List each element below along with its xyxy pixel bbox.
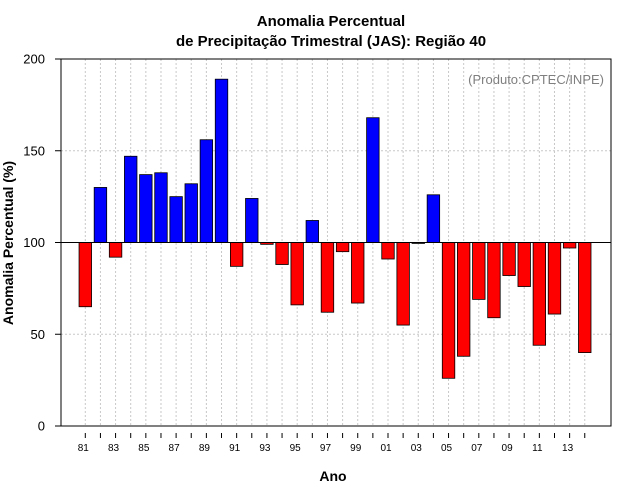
bar-2001 (381, 242, 395, 260)
x-tick-label: 97 (320, 443, 332, 454)
x-tick-label: 91 (229, 443, 241, 454)
bar-1981 (78, 242, 92, 308)
x-tick-label: 07 (471, 443, 483, 454)
x-tick-label: 81 (78, 443, 90, 454)
bar-series (78, 78, 592, 379)
bar-1999 (351, 242, 365, 304)
x-tick-label: 85 (138, 443, 150, 454)
bar-1985 (139, 174, 153, 243)
bar-1995 (290, 242, 304, 306)
y-tick-label: 0 (38, 419, 45, 434)
x-tick-label: 93 (259, 443, 271, 454)
bar-1994 (275, 242, 289, 265)
x-tick-label: 09 (502, 443, 514, 454)
bar-1996 (305, 220, 319, 243)
bar-1987 (169, 196, 183, 243)
bar-1983 (108, 242, 123, 258)
bar-1998 (335, 242, 350, 253)
bar-2002 (396, 242, 410, 326)
x-tick-label: 83 (108, 443, 120, 454)
bar-2004 (426, 194, 441, 243)
x-tick-label: 87 (169, 443, 181, 454)
bar-1997 (320, 242, 335, 313)
y-tick-label: 100 (23, 235, 45, 250)
chart-title: Anomalia Percentual (257, 13, 405, 30)
bar-2006 (457, 242, 471, 357)
chart-subtitle: de Precipitação Trimestral (JAS): Região… (176, 33, 486, 50)
x-axis-label: Ano (319, 468, 346, 484)
x-tick-label: 99 (350, 443, 362, 454)
x-tick-label: 01 (380, 443, 392, 454)
x-tick-label: 95 (290, 443, 302, 454)
bar-2009 (502, 242, 516, 276)
bar-2005 (441, 242, 456, 379)
bar-2007 (472, 242, 486, 300)
bar-1988 (184, 183, 198, 243)
bar-1982 (93, 187, 108, 243)
y-tick-label: 200 (23, 52, 45, 67)
bar-1989 (199, 139, 214, 243)
bar-1991 (229, 242, 244, 267)
bar-2008 (487, 242, 501, 319)
bar-2000 (366, 117, 380, 243)
x-axis: 81 83 85 87 89 91 93 95 97 99 01 03 05 07 09 11 13 (78, 433, 586, 454)
x-tick-label: 11 (532, 443, 543, 454)
bar-2011 (532, 242, 546, 346)
y-tick-label: 50 (31, 327, 45, 342)
x-tick-label: 05 (441, 443, 453, 454)
x-tick-label: 13 (562, 443, 574, 454)
bar-2012 (547, 242, 562, 315)
bar-2013 (562, 242, 577, 249)
bar-1992 (245, 198, 259, 243)
bar-2010 (517, 242, 531, 287)
y-axis-label: Anomalia Percentual (%) (0, 161, 16, 325)
bar-1990 (214, 78, 229, 243)
bar-2014 (578, 242, 592, 353)
bar-1984 (124, 155, 138, 243)
bar-1986 (154, 172, 168, 243)
credit-label: (Produto:CPTEC/INPE) (468, 72, 604, 87)
x-tick-label: 03 (411, 443, 423, 454)
y-tick-label: 150 (23, 143, 45, 158)
y-axis: 0 50 100 150 200 (23, 52, 61, 434)
x-tick-label: 89 (199, 443, 211, 454)
